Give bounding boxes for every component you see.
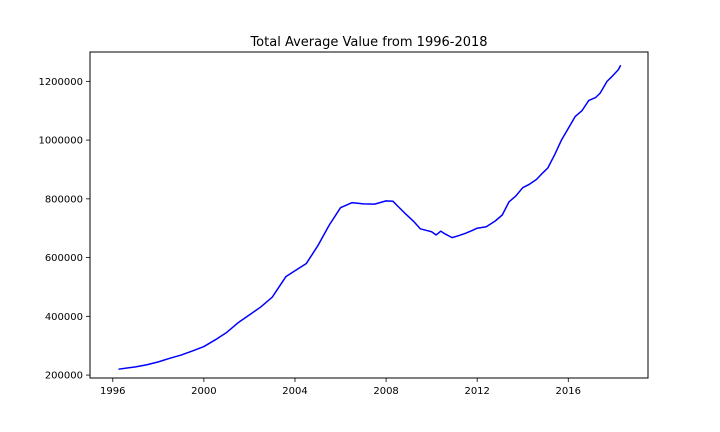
- y-tick-label: 200000: [45, 371, 83, 382]
- y-tick-label: 1000000: [38, 136, 83, 147]
- y-tick-label: 600000: [45, 253, 83, 264]
- y-tick-label: 1200000: [38, 77, 83, 88]
- plot-area: [118, 64, 622, 370]
- y-tick-label: 800000: [45, 194, 83, 205]
- x-tick-label: 2016: [556, 386, 581, 397]
- x-tick-label: 2000: [191, 386, 216, 397]
- series-line-0: [118, 64, 622, 370]
- y-tick-label: 400000: [45, 312, 83, 323]
- x-tick-label: 2004: [282, 386, 307, 397]
- x-tick-label: 1996: [100, 386, 125, 397]
- plot-frame: [89, 51, 649, 379]
- x-axis: 1996 2000 2004 2008 2012 2016: [100, 378, 581, 397]
- y-axis: 200000 400000 600000 800000 1000000 1200000: [38, 77, 90, 382]
- x-tick-label: 2008: [373, 386, 398, 397]
- chart-title: Total Average Value from 1996-2018: [249, 35, 487, 50]
- x-tick-label: 2012: [464, 386, 489, 397]
